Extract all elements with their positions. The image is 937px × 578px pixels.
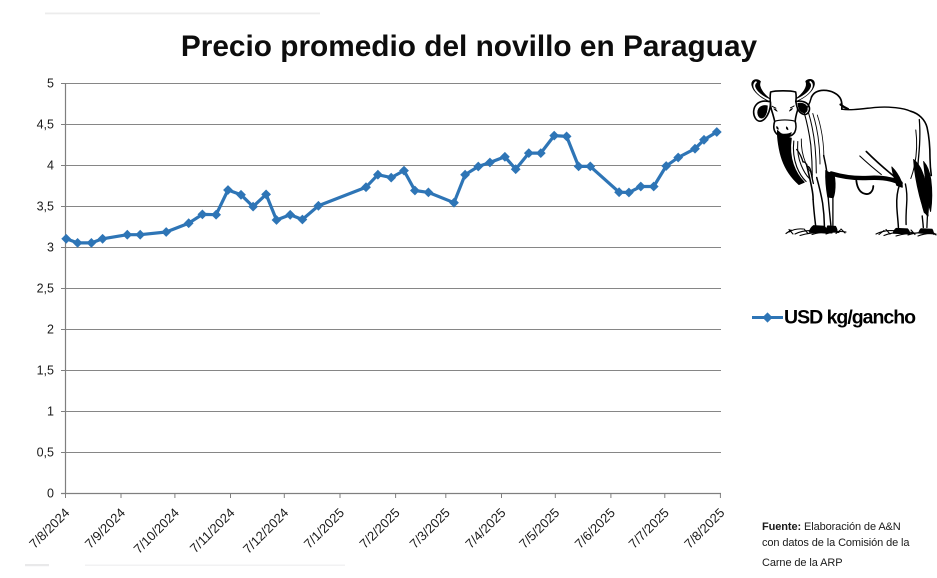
svg-text:1,5: 1,5 <box>37 364 54 378</box>
svg-text:7/9/2024: 7/9/2024 <box>82 505 128 551</box>
svg-text:7/11/2024: 7/11/2024 <box>187 505 238 556</box>
svg-text:7/8/2024: 7/8/2024 <box>26 505 72 551</box>
svg-text:Precio promedio del novillo en: Precio promedio del novillo en Paraguay <box>181 30 758 63</box>
svg-text:1: 1 <box>47 405 54 419</box>
svg-text:con datos de la Comisión de la: con datos de la Comisión de la <box>762 537 910 549</box>
svg-text:7/1/2025: 7/1/2025 <box>301 505 347 551</box>
svg-text:4: 4 <box>47 159 54 173</box>
svg-text:7/8/2025: 7/8/2025 <box>681 505 727 551</box>
svg-text:7/3/2025: 7/3/2025 <box>407 505 453 551</box>
svg-text:2: 2 <box>47 323 54 337</box>
svg-text:3,5: 3,5 <box>37 200 54 214</box>
svg-text:Fuente: Elaboración de A&N: Fuente: Elaboración de A&N <box>762 521 901 533</box>
svg-text:USD kg/gancho: USD kg/gancho <box>784 307 916 329</box>
svg-text:7/7/2025: 7/7/2025 <box>626 505 672 551</box>
svg-text:2,5: 2,5 <box>37 282 54 296</box>
svg-text:7/5/2025: 7/5/2025 <box>516 505 562 551</box>
svg-text:7/12/2024: 7/12/2024 <box>240 505 292 557</box>
svg-text:0: 0 <box>47 487 54 501</box>
svg-text:7/4/2025: 7/4/2025 <box>462 505 508 551</box>
svg-text:7/6/2025: 7/6/2025 <box>572 505 618 551</box>
svg-text:Carne de la ARP: Carne de la ARP <box>762 557 842 569</box>
svg-text:7/10/2024: 7/10/2024 <box>131 505 183 557</box>
svg-text:5: 5 <box>47 77 54 91</box>
svg-text:3: 3 <box>47 241 54 255</box>
svg-text:0,5: 0,5 <box>37 446 54 460</box>
svg-text:7/2/2025: 7/2/2025 <box>356 505 402 551</box>
svg-text:4,5: 4,5 <box>37 118 54 132</box>
